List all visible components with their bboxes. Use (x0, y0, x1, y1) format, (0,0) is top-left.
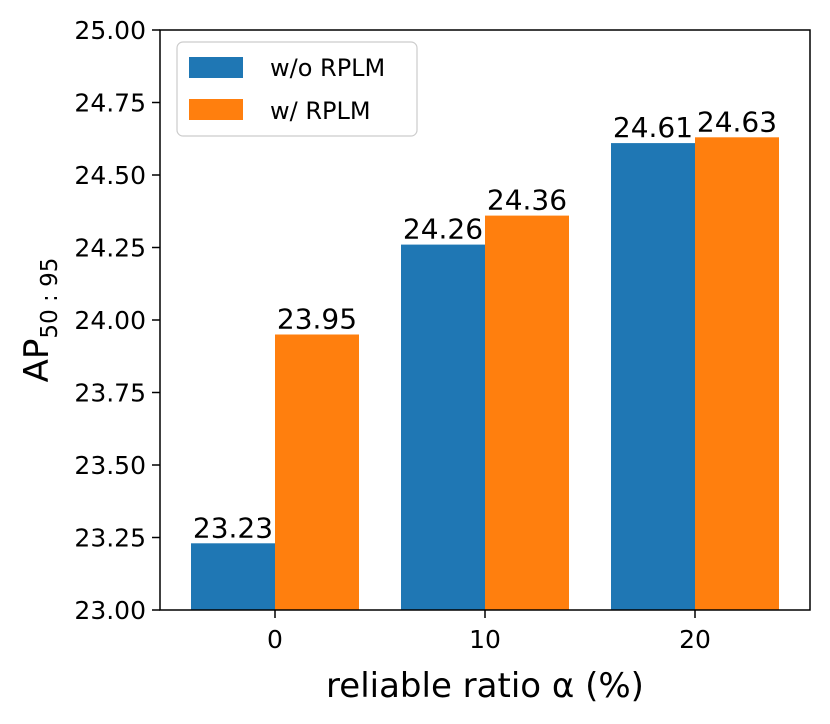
y-tick-label: 25.00 (74, 16, 146, 45)
y-tick-label: 24.00 (74, 306, 146, 335)
data-labels-group: 23.23 24.26 24.61 23.95 24.36 24.63 (193, 105, 777, 544)
y-axis-label-subscript: 50 : 95 (37, 258, 63, 339)
bar-wo-rplm-10 (401, 244, 485, 610)
legend-label-wo-rplm: w/o RPLM (270, 54, 385, 82)
data-label-wo-rplm-20: 24.61 (613, 111, 693, 144)
y-axis-label: AP50 : 95 (17, 258, 63, 383)
bars-group (191, 137, 779, 611)
y-axis-label-main: AP (17, 339, 57, 383)
bar-wo-rplm-20 (611, 143, 695, 610)
bar-w-rplm-20 (695, 137, 779, 611)
x-tick-label: 0 (267, 625, 283, 654)
y-tick-label: 24.50 (74, 161, 146, 190)
data-label-wo-rplm-10: 24.26 (403, 213, 483, 246)
data-label-w-rplm-20: 24.63 (697, 105, 777, 138)
bar-wo-rplm-0 (191, 543, 275, 610)
x-tick-label: 10 (469, 625, 501, 654)
y-tick-label: 23.00 (74, 596, 146, 625)
legend-swatch-w-rplm (189, 99, 243, 120)
data-label-wo-rplm-0: 23.23 (193, 511, 273, 544)
legend-swatch-wo-rplm (189, 57, 243, 78)
data-label-w-rplm-10: 24.36 (487, 184, 567, 217)
bar-w-rplm-10 (485, 215, 569, 610)
legend-label-w-rplm: w/ RPLM (270, 97, 371, 125)
y-tick-label: 24.25 (74, 234, 146, 263)
y-tick-label: 23.25 (74, 524, 146, 553)
bar-w-rplm-0 (275, 334, 359, 610)
y-axis: 23.00 23.25 23.50 23.75 24.00 24.25 24.50 24.75… (74, 16, 160, 625)
data-label-w-rplm-0: 23.95 (277, 303, 357, 336)
y-tick-label: 23.50 (74, 451, 146, 480)
y-tick-label: 23.75 (74, 379, 146, 408)
y-tick-label: 24.75 (74, 89, 146, 118)
legend: w/o RPLM w/ RPLM (176, 41, 418, 137)
x-tick-label: 20 (679, 625, 711, 654)
x-axis-label: reliable ratio α (%) (326, 666, 644, 706)
x-axis: 0 10 20 (267, 610, 711, 654)
